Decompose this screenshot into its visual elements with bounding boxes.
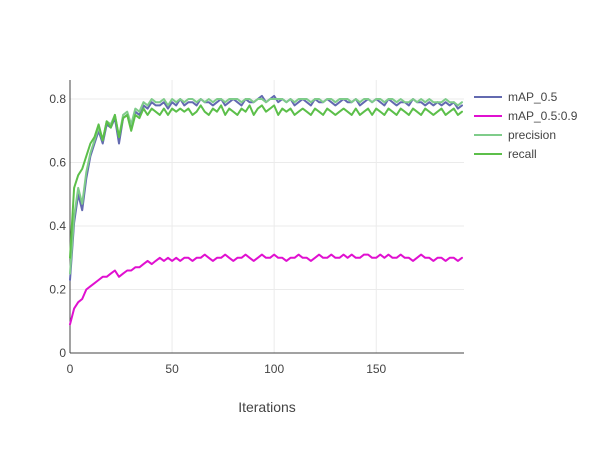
- y-tick-label: 0.2: [49, 283, 66, 297]
- legend-item-precision[interactable]: precision: [474, 128, 556, 142]
- legend-item-map-0-5-0-9[interactable]: mAP_0.5:0.9: [474, 109, 578, 123]
- legend-label: mAP_0.5:0.9: [508, 109, 578, 123]
- series-line-precision: [69, 98, 463, 275]
- tick-labels: 0 0.2 0.4 0.6 0.8 0 50 100 150: [49, 92, 386, 376]
- y-tick-label: 0.6: [49, 156, 66, 170]
- grid-lines: [70, 80, 464, 353]
- x-tick-label: 150: [366, 362, 386, 376]
- y-tick-label: 0.8: [49, 92, 66, 106]
- y-tick-label: 0.4: [49, 219, 66, 233]
- x-tick-label: 50: [165, 362, 179, 376]
- legend-item-map-0-5[interactable]: mAP_0.5: [474, 90, 558, 104]
- legend-item-recall[interactable]: recall: [474, 147, 537, 161]
- axes: [69, 80, 464, 354]
- series-lines: [69, 94, 463, 326]
- series-line-map-0-5-0-9: [69, 253, 463, 326]
- legend-label: precision: [508, 128, 556, 142]
- series-line-recall: [69, 104, 463, 259]
- legend[interactable]: mAP_0.5 mAP_0.5:0.9 precision recall: [474, 90, 578, 161]
- x-axis-title: Iterations: [238, 399, 296, 415]
- y-tick-label: 0: [59, 346, 66, 360]
- legend-label: recall: [508, 147, 537, 161]
- legend-label: mAP_0.5: [508, 90, 558, 104]
- x-tick-label: 0: [67, 362, 74, 376]
- x-tick-label: 100: [264, 362, 284, 376]
